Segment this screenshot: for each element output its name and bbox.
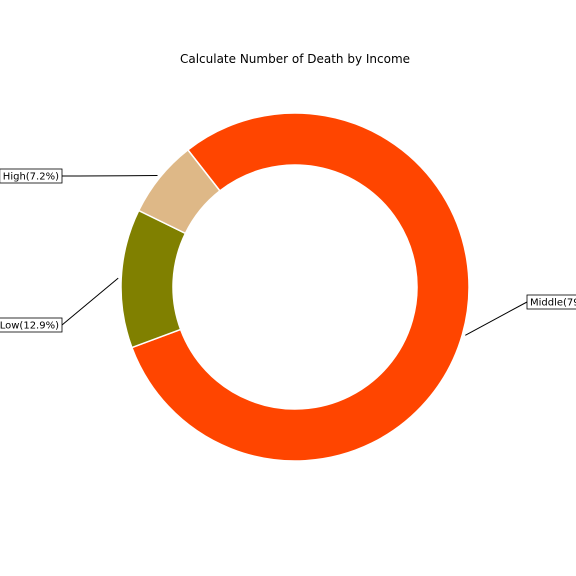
label-box-low <box>0 317 63 333</box>
slice-high <box>137 148 221 235</box>
leader-line-low <box>61 277 119 326</box>
label-text-high: High(7.2%) <box>3 172 59 183</box>
chart-title: Calculate Number of Death by Income <box>180 52 410 66</box>
label-middle: Middle(79.9%) <box>526 294 576 310</box>
slice-low <box>120 209 187 349</box>
slice-labels: Middle(79.9%) Low(12.9%) High(7.2%) <box>0 168 576 336</box>
label-text-low: Low(12.9%) <box>0 321 59 332</box>
label-high: High(7.2%) <box>0 168 63 184</box>
label-text-middle: Middle(79.9%) <box>530 298 576 309</box>
donut-slices <box>120 112 470 462</box>
leader-line-middle <box>465 301 528 336</box>
label-box-middle <box>526 294 576 310</box>
slice-middle <box>130 112 470 462</box>
label-box-high <box>0 168 63 184</box>
label-low: Low(12.9%) <box>0 317 63 333</box>
